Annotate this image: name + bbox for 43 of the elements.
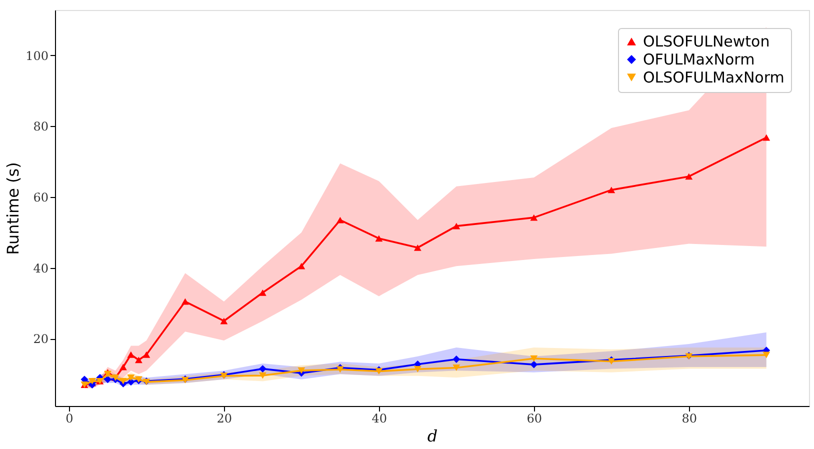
point bbox=[452, 222, 460, 230]
point bbox=[258, 372, 266, 379]
y-tick-label: 60 bbox=[33, 190, 48, 205]
point bbox=[119, 378, 127, 384]
point bbox=[375, 235, 383, 242]
x-tick-label: 0 bbox=[66, 412, 74, 426]
point bbox=[298, 367, 306, 374]
x-tick-label: 60 bbox=[526, 412, 542, 426]
point bbox=[685, 173, 693, 180]
point bbox=[127, 351, 135, 358]
point bbox=[134, 356, 142, 364]
point bbox=[119, 364, 127, 370]
legend-label: OFULMaxNorm bbox=[643, 50, 755, 68]
point bbox=[258, 365, 266, 373]
point bbox=[414, 244, 422, 251]
legend-label: OLSOFULNewton bbox=[643, 32, 770, 50]
point bbox=[762, 134, 770, 141]
point bbox=[220, 318, 228, 324]
y-tick-label: 20 bbox=[33, 332, 48, 346]
point bbox=[452, 364, 460, 371]
point bbox=[181, 298, 189, 305]
point bbox=[127, 374, 135, 381]
x-tick-label: 80 bbox=[682, 412, 698, 426]
y-tick-label: 100 bbox=[26, 48, 48, 63]
point bbox=[414, 366, 422, 372]
y-axis-title: Runtime (s) bbox=[4, 162, 23, 255]
legend-label: OLSOFULMaxNorm bbox=[643, 68, 784, 86]
point bbox=[762, 352, 770, 358]
point bbox=[142, 351, 150, 358]
x-tick-label: 40 bbox=[372, 412, 388, 426]
point bbox=[530, 360, 538, 368]
point bbox=[530, 214, 538, 221]
point bbox=[104, 376, 112, 384]
point bbox=[452, 356, 460, 363]
point bbox=[258, 289, 266, 296]
point bbox=[336, 216, 344, 224]
point bbox=[530, 355, 538, 362]
point bbox=[608, 186, 616, 194]
point bbox=[298, 262, 306, 270]
y-tick-label: 80 bbox=[33, 120, 48, 134]
y-tick-label: 40 bbox=[33, 261, 48, 276]
x-axis-title: d bbox=[427, 426, 438, 446]
x-tick-label: 20 bbox=[216, 412, 232, 426]
